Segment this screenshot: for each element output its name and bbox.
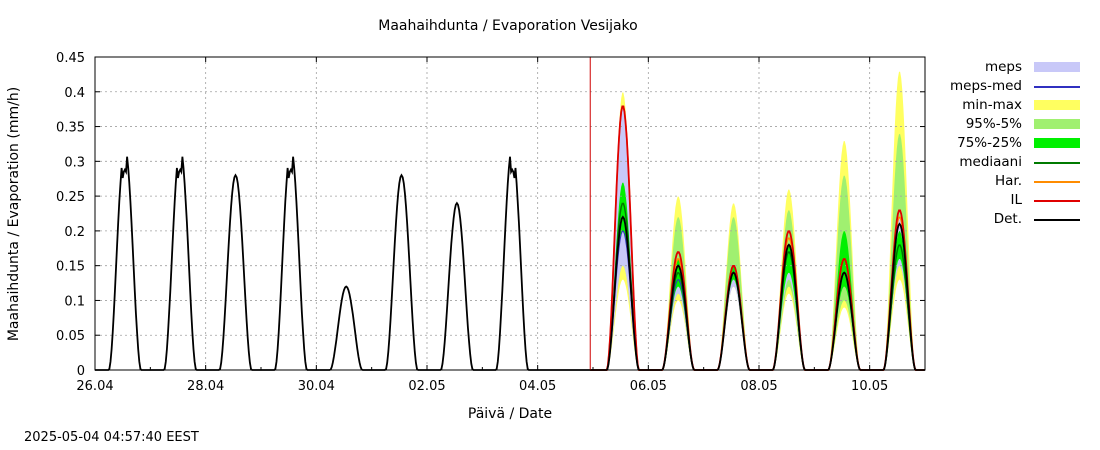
chart-title: Maahaihdunta / Evaporation Vesijako [378, 18, 638, 34]
x-tick-label: 28.04 [187, 379, 224, 394]
legend-item-75-25: 75%-25% [940, 134, 1090, 153]
y-axis-label: Maahaihdunta / Evaporation (mm/h) [6, 86, 22, 342]
legend-swatch [1034, 119, 1080, 129]
legend-item-min-max: min-max [940, 96, 1090, 115]
legend-swatch [1034, 181, 1080, 183]
legend-label: Det. [993, 211, 1022, 227]
legend-label: min-max [962, 97, 1022, 113]
x-tick-label: 08.05 [740, 379, 777, 394]
grid [95, 57, 925, 370]
legend-label: IL [1010, 192, 1022, 208]
legend-label: 95%-5% [965, 116, 1022, 132]
y-tick-label: 0.1 [64, 294, 85, 309]
y-tick-label: 0.25 [56, 190, 85, 205]
x-tick-label: 02.05 [408, 379, 445, 394]
legend-label: Har. [994, 173, 1022, 189]
band-75-25 [590, 182, 925, 370]
x-tick-label: 04.05 [519, 379, 556, 394]
legend-item-har: Har. [940, 172, 1090, 191]
legend: meps meps-med min-max 95%-5% 75%-25% med… [940, 58, 1090, 229]
legend-item-mediaani: mediaani [940, 153, 1090, 172]
plot-area [95, 57, 925, 370]
y-tick-label: 0.45 [56, 51, 85, 66]
legend-swatch [1034, 138, 1080, 148]
legend-label: meps [984, 59, 1022, 75]
y-tick-label: 0.3 [64, 155, 85, 170]
x-tick-label: 06.05 [630, 379, 667, 394]
legend-label: meps-med [950, 78, 1022, 94]
legend-label: mediaani [959, 154, 1022, 170]
legend-swatch [1034, 62, 1080, 72]
legend-swatch [1034, 162, 1080, 164]
legend-item-meps-med: meps-med [940, 77, 1090, 96]
legend-swatch [1034, 100, 1080, 110]
legend-item-meps: meps [940, 58, 1090, 77]
y-tick-label: 0.15 [56, 260, 85, 275]
x-tick-label: 26.04 [76, 379, 113, 394]
legend-item-95-5: 95%-5% [940, 115, 1090, 134]
band-meps [590, 106, 925, 371]
x-tick-label: 30.04 [298, 379, 335, 394]
x-tick-label: 10.05 [851, 379, 888, 394]
legend-label: 75%-25% [957, 135, 1022, 151]
y-tick-label: 0.4 [64, 86, 85, 101]
y-tick-label: 0.05 [56, 329, 85, 344]
y-tick-label: 0.35 [56, 121, 85, 136]
x-axis-label: Päivä / Date [467, 406, 553, 422]
legend-swatch [1034, 200, 1080, 202]
y-tick-label: 0.2 [64, 225, 85, 240]
plot-frame [94, 56, 926, 371]
line-det [95, 156, 925, 371]
legend-item-det: Det. [940, 210, 1090, 229]
y-tick-label: 0 [77, 364, 85, 379]
timestamp: 2025-05-04 04:57:40 EEST [24, 430, 199, 445]
legend-item-il: IL [940, 191, 1090, 210]
legend-swatch [1034, 86, 1080, 88]
legend-swatch [1034, 219, 1080, 221]
